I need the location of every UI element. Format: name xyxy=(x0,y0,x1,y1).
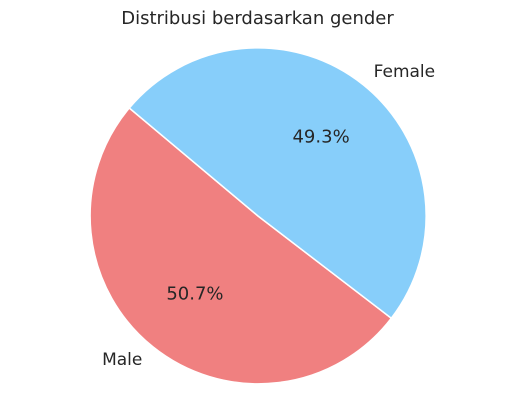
pie-percent-male: 50.7% xyxy=(166,284,223,305)
pie-labels: Male 50.7% Female 49.3% xyxy=(102,62,435,370)
pie-label-male: Male xyxy=(102,350,142,370)
pie-slice-male xyxy=(89,107,393,385)
pie-label-female: Female xyxy=(374,62,435,82)
pie-slices xyxy=(89,47,427,385)
chart-title: Distribusi berdasarkan gender xyxy=(121,8,394,29)
pie-slice-female xyxy=(128,47,427,319)
pie-percent-female: 49.3% xyxy=(292,126,349,147)
